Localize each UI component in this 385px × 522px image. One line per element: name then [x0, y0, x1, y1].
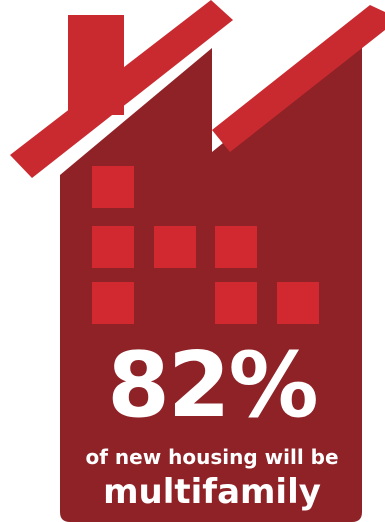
window-square	[215, 226, 257, 268]
stat-value: 82%	[107, 333, 318, 438]
window-square	[154, 226, 196, 268]
window-square	[92, 282, 134, 324]
window-square	[92, 166, 134, 208]
window-square	[215, 282, 257, 324]
window-square	[277, 282, 319, 324]
stat-caption: of new housing will be	[85, 445, 339, 469]
roof-stripe-left	[10, 0, 233, 178]
window-grid-icon	[92, 166, 319, 324]
stat-headline: multifamily	[103, 472, 321, 512]
roof-stripe-right	[212, 5, 385, 152]
house-body	[60, 30, 362, 522]
window-square	[92, 226, 134, 268]
